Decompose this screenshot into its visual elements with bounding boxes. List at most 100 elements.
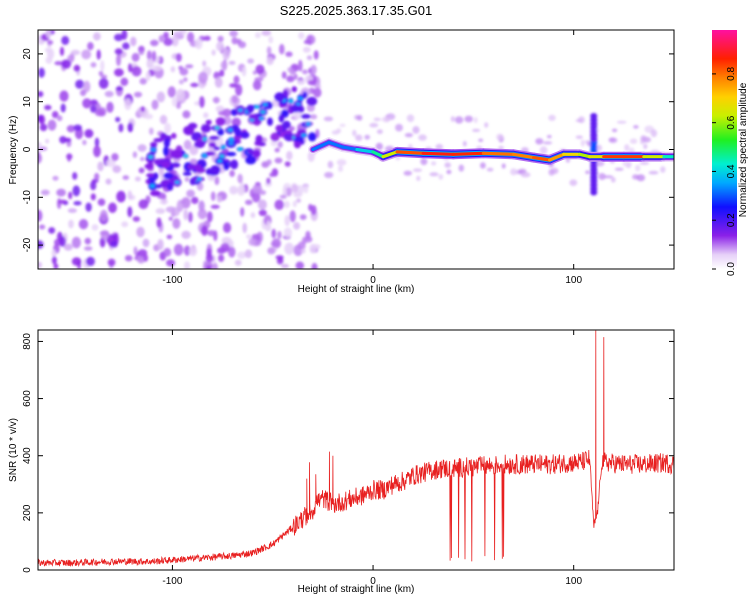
noise-blob (302, 69, 308, 75)
noise-blob (484, 122, 489, 128)
snr-y-label: SNR (10 * v/v) (8, 418, 19, 482)
noise-blob (70, 49, 81, 56)
noise-blob (73, 201, 82, 206)
noise-blob (90, 180, 97, 191)
cluster-blob (161, 179, 170, 186)
cluster-core (219, 154, 225, 159)
noise-blob (48, 227, 56, 234)
noise-blob (61, 59, 71, 69)
noise-blob (548, 114, 556, 121)
noise-blob (203, 35, 211, 41)
noise-blob (279, 43, 285, 55)
cluster-core (202, 137, 208, 141)
noise-blob (266, 177, 271, 184)
noise-blob (203, 112, 209, 119)
noise-blob (539, 146, 548, 155)
noise-blob (165, 206, 176, 213)
noise-blob (298, 59, 303, 72)
noise-blob (277, 231, 282, 239)
cluster-core (217, 159, 223, 163)
noise-blob (56, 188, 66, 197)
noise-blob (252, 192, 261, 203)
noise-blob (608, 137, 616, 142)
noise-blobs (38, 30, 666, 269)
noise-blob (217, 35, 224, 43)
noise-blob (462, 140, 467, 147)
noise-blob (166, 234, 173, 240)
noise-blob (170, 66, 176, 73)
colorbar-tick-label: 0.0 (726, 262, 737, 276)
ridge-segment (327, 140, 345, 149)
noise-blob (138, 199, 149, 210)
noise-blob (219, 69, 225, 77)
noise-blob (258, 209, 267, 217)
cluster-blob (274, 92, 285, 103)
noise-blob (100, 60, 105, 72)
noise-blob (296, 198, 302, 203)
noise-blob (205, 254, 214, 263)
noise-blob (569, 179, 578, 186)
noise-blob (444, 162, 452, 168)
noise-blob (90, 193, 96, 201)
cluster-blob (226, 151, 237, 157)
noise-blob (283, 200, 290, 209)
noise-blob (295, 261, 305, 269)
noise-blob (496, 133, 504, 141)
noise-blob (237, 251, 247, 259)
cluster-blob (153, 138, 164, 143)
noise-blob (246, 234, 252, 239)
noise-blob (72, 185, 81, 197)
cluster-blob (163, 146, 169, 157)
noise-blob (59, 46, 65, 57)
y-tick-label: 800 (22, 333, 33, 350)
colorbar-tick-label: 0.4 (726, 164, 737, 178)
noise-blob (306, 103, 315, 112)
noise-blob (310, 114, 318, 120)
noise-blob (285, 187, 292, 197)
cluster-blob (283, 130, 293, 135)
noise-blob (464, 115, 474, 123)
noise-blob (339, 123, 346, 127)
noise-blob (266, 159, 272, 166)
colorbar-tick-label: 0.2 (726, 213, 737, 227)
y-tick-label: 200 (22, 504, 33, 521)
noise-blob (183, 139, 192, 150)
noise-blob (614, 167, 624, 171)
noise-blob (166, 259, 176, 267)
noise-blob (118, 123, 124, 133)
cluster-core (174, 180, 180, 185)
cluster-blob (293, 139, 301, 149)
cluster-blob (150, 142, 158, 147)
noise-blob (356, 114, 363, 121)
cluster-core (149, 184, 155, 188)
noise-blob (106, 159, 116, 168)
ridge-segment (511, 152, 536, 160)
noise-blob (122, 175, 130, 180)
noise-blob (183, 77, 188, 82)
noise-blob (585, 170, 590, 175)
noise-blob (158, 34, 165, 43)
cluster-core (196, 177, 202, 181)
noise-blob (130, 36, 137, 47)
cluster-blob (160, 161, 171, 169)
x-tick-label: -100 (162, 275, 182, 286)
noise-blob (406, 114, 415, 123)
noise-blob (116, 190, 126, 203)
cluster-blob (275, 124, 284, 132)
y-tick-label: 0 (22, 146, 33, 152)
noise-blob (520, 172, 531, 178)
noise-blob (39, 123, 48, 132)
snr-series-line (38, 330, 674, 567)
cluster-blob (252, 149, 261, 158)
cluster-blob (300, 114, 311, 119)
cluster-core (258, 116, 264, 121)
noise-blob (252, 79, 262, 91)
noise-blob (127, 206, 133, 218)
noise-blob (149, 127, 154, 135)
y-tick-label: 0 (22, 567, 33, 573)
noise-blob (131, 52, 140, 62)
noise-blob (302, 46, 311, 53)
noise-blob (52, 175, 59, 181)
cluster-blob (270, 132, 280, 142)
noise-blob (274, 157, 283, 164)
